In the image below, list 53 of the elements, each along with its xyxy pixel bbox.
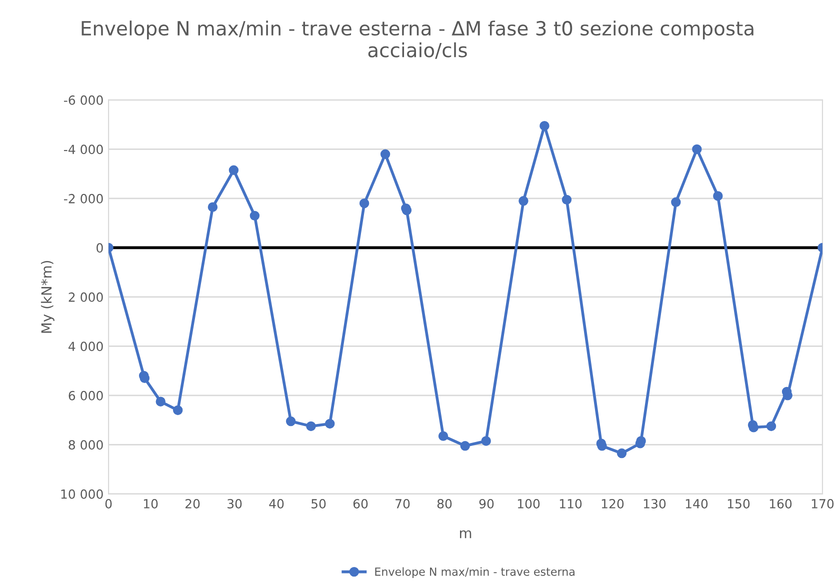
y-axis-title: My (kN*m) <box>40 260 54 333</box>
y-tick-label: 8 000 <box>68 440 103 450</box>
point <box>562 194 572 205</box>
y-tick-label: 4 000 <box>68 342 103 352</box>
y-tick-label: -2 000 <box>64 194 103 204</box>
point <box>250 210 260 221</box>
point <box>208 202 218 212</box>
y-tick-label: -6 000 <box>64 95 103 105</box>
x-tick-label: 10 <box>144 499 158 508</box>
x-tick-label: 150 <box>728 499 750 508</box>
chart-title: Envelope N max/min - trave esterna - ΔM fase 3 t0 sezione composta acciaio/cls <box>82 20 754 59</box>
x-tick-label: 80 <box>437 499 452 508</box>
x-tick-label: 40 <box>269 499 284 508</box>
point <box>438 431 448 441</box>
x-tick-label: 0 <box>105 499 112 508</box>
x-tick-label: 140 <box>686 499 708 508</box>
point <box>518 196 528 206</box>
x-tick-label: 30 <box>228 499 242 508</box>
point <box>671 197 681 208</box>
point <box>481 436 491 446</box>
x-tick-label: 70 <box>396 499 410 508</box>
y-tick-label: 2 000 <box>68 292 103 302</box>
point <box>692 144 702 154</box>
point <box>172 405 183 416</box>
point <box>286 416 296 426</box>
point <box>156 396 166 406</box>
x-tick-label: 130 <box>644 499 666 508</box>
y-tick-label: 6 000 <box>68 390 103 400</box>
point <box>359 198 370 208</box>
x-tick-label: 170 <box>812 499 834 508</box>
point <box>306 421 316 432</box>
point <box>766 421 776 432</box>
x-tick-label: 160 <box>770 499 792 508</box>
x-tick-label: 120 <box>602 499 624 508</box>
point <box>616 448 627 458</box>
y-tick-label: 0 <box>96 243 103 253</box>
point <box>228 165 239 175</box>
x-tick-label: 100 <box>518 499 540 508</box>
x-axis-title: m <box>460 530 472 538</box>
point <box>325 418 335 429</box>
legend-label: Envelope N max/min - trave esterna <box>375 567 574 578</box>
x-tick-label: 110 <box>560 499 582 508</box>
point <box>597 441 607 451</box>
point <box>460 441 470 451</box>
x-tick-label: 60 <box>353 499 368 508</box>
point <box>540 120 550 131</box>
x-tick-label: 90 <box>479 499 494 508</box>
point <box>713 191 723 201</box>
y-tick-label: -4 000 <box>64 144 103 154</box>
x-tick-label: 20 <box>186 499 200 508</box>
x-tick-label: 50 <box>312 499 326 508</box>
y-tick-label: 10 000 <box>61 489 103 499</box>
point <box>380 149 390 159</box>
